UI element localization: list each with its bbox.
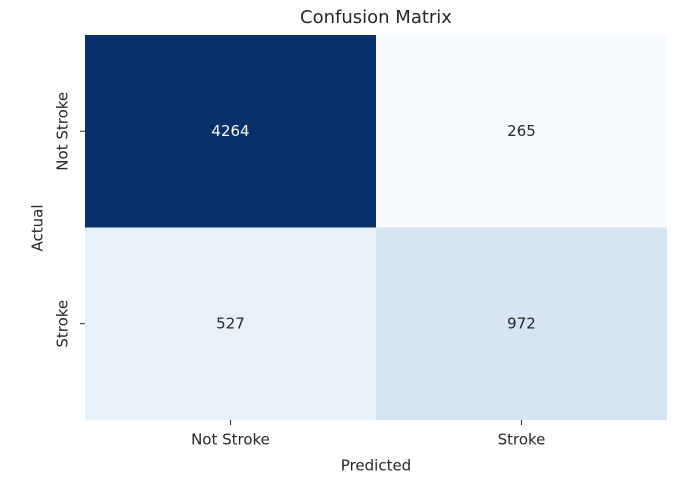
y-tick-label: Not Stroke bbox=[54, 92, 72, 171]
heatmap-cell bbox=[85, 35, 376, 228]
y-tick-label: Stroke bbox=[54, 300, 72, 348]
chart-title: Confusion Matrix bbox=[300, 7, 452, 28]
cell-label: 527 bbox=[216, 314, 245, 332]
cell-label: 265 bbox=[507, 122, 536, 140]
heatmap-cell bbox=[376, 35, 667, 228]
x-axis-label: Predicted bbox=[341, 457, 411, 475]
heatmap-cell bbox=[85, 227, 376, 420]
heatmap-cell bbox=[376, 227, 667, 420]
x-tick-label: Stroke bbox=[498, 431, 546, 449]
x-tick-label: Not Stroke bbox=[191, 431, 270, 449]
y-axis-label: Actual bbox=[29, 205, 47, 252]
cell-label: 4264 bbox=[211, 122, 249, 140]
cell-label: 972 bbox=[507, 314, 536, 332]
